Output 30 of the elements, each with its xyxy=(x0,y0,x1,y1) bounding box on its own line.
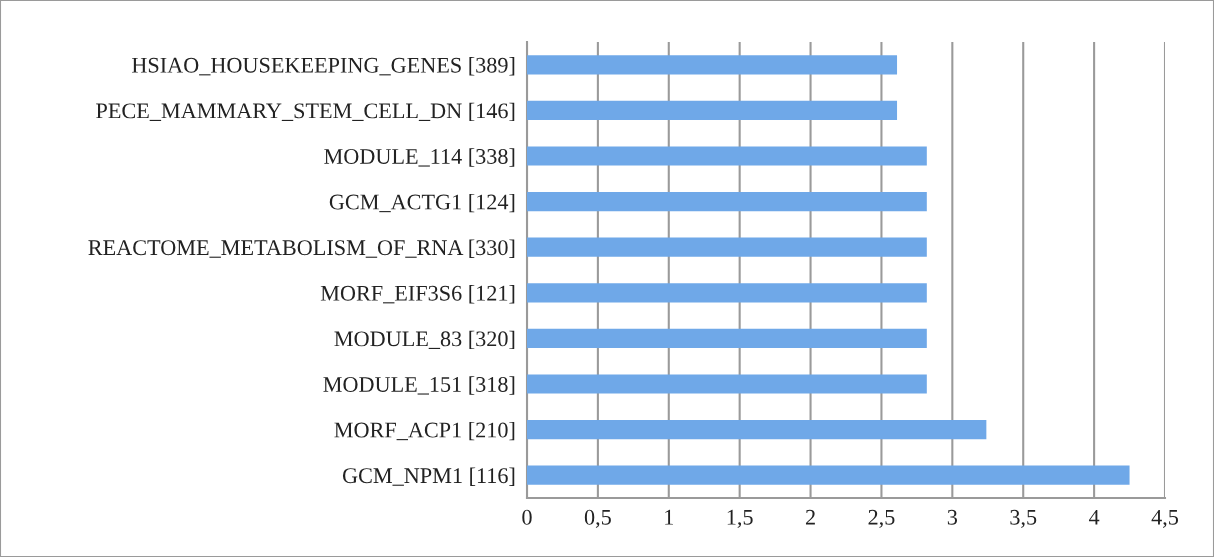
y-tick-label: PECE_MAMMARY_STEM_CELL_DN [146] xyxy=(96,102,515,122)
bar xyxy=(527,192,927,212)
y-tick-label: MORF_EIF3S6 [121] xyxy=(320,285,515,304)
y-tick-label: HSIAO_HOUSEKEEPING_GENES [389] xyxy=(131,57,515,76)
x-tick-label: 0,5 xyxy=(584,509,611,528)
y-tick-label: GCM_NPM1 [116] xyxy=(342,467,515,486)
y-tick-label: MODULE_151 [318] xyxy=(323,376,515,395)
bar xyxy=(527,100,898,120)
bar xyxy=(527,374,927,394)
x-tick-label: 3,5 xyxy=(1010,509,1037,528)
bar xyxy=(527,328,927,348)
x-tick-label: 1,5 xyxy=(727,509,753,528)
y-tick-label: MODULE_83 [320] xyxy=(334,330,515,350)
bar xyxy=(527,55,898,75)
x-tick-label: 0 xyxy=(522,509,532,525)
x-tick-label: 2,5 xyxy=(868,509,895,528)
y-tick-label: MORF_ACP1 [210] xyxy=(334,421,515,441)
y-tick-label: REACTOME_METABOLISM_OF_RNA [330] xyxy=(88,239,515,258)
x-tick-label: 3 xyxy=(947,509,958,525)
y-tick-label: GCM_ACTG1 [124] xyxy=(329,193,515,213)
y-tick-label: MODULE_114 [338] xyxy=(324,148,515,167)
x-tick-label: 1 xyxy=(665,509,673,525)
x-tick-label: 4,5 xyxy=(1151,509,1179,528)
bar xyxy=(527,465,1130,485)
bar xyxy=(527,237,927,257)
bar xyxy=(527,420,987,440)
x-tick-label: 2 xyxy=(805,509,815,525)
bar xyxy=(527,146,927,166)
x-tick-label: 4 xyxy=(1088,509,1100,525)
bar xyxy=(527,283,927,303)
